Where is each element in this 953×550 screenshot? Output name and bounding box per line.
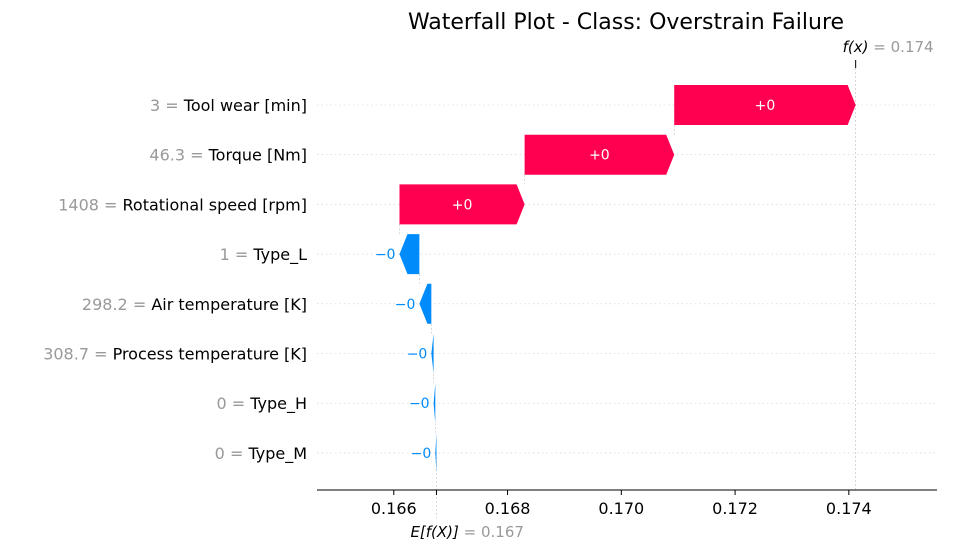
feature-name: Rotational speed [rpm] [123,195,307,214]
equals-sign: = [230,245,254,264]
x-tick-label: 0.174 [826,499,872,518]
feature-name: Type_M [247,444,307,464]
waterfall-bar [431,333,434,374]
feature-label: 0 = Type_H [216,394,307,414]
waterfall-bar [419,283,432,324]
feature-name: Type_H [249,394,307,414]
fx-label: f(x) [843,38,869,56]
feature-name: Type_L [252,245,307,265]
waterfall-bar [399,234,420,275]
feature-labels: +0 3 = Tool wear [min] +0 46.3 = Torque [Nm… [43,96,775,464]
x-tick-label: 0.168 [485,499,531,518]
feature-label: 308.7 = Process temperature [K] [43,345,307,364]
ex-annotation: E[f(X)] = 0.167 [410,523,524,541]
x-tick-label: 0.170 [598,499,644,518]
feature-value: 0 [215,444,225,463]
feature-name: Torque [Nm] [208,146,307,165]
bars-layer [399,85,856,473]
x-tick-label: 0.172 [712,499,758,518]
fx-annotation: f(x) = 0.174 [843,38,934,56]
x-axis: 0.166 0.168 0.170 0.172 0.174 [317,489,937,518]
feature-label: 1 = Type_L [220,245,308,265]
feature-label: 0 = Type_M [215,444,307,464]
bar-value-label: +0 [755,98,776,114]
bar-value-label: −0 [395,297,416,313]
equals-sign: = [185,146,209,165]
bar-value-label: +0 [452,197,473,213]
equals-sign: = [225,444,249,463]
waterfall-bar [674,85,856,125]
bar-value-label: −0 [409,396,430,412]
waterfall-bar [524,134,675,175]
feature-value: 0 [216,394,226,413]
feature-name: Air temperature [K] [151,295,307,314]
feature-name: Process temperature [K] [113,345,307,364]
bar-value-label: −0 [411,446,432,462]
feature-value: 3 [150,96,160,115]
annotations: f(x) = 0.174 E[f(X)] = 0.167 [410,38,933,541]
value-guides [399,60,857,518]
feature-value: 298.2 [82,295,128,314]
equals-sign: = [128,295,152,314]
ex-label: E[f(X)] [410,523,459,541]
feature-label: 1408 = Rotational speed [rpm] [58,195,307,214]
bar-value-label: −0 [375,247,396,263]
feature-label: 298.2 = Air temperature [K] [82,295,307,314]
waterfall-bar [435,432,437,473]
equals-sign: = [89,345,113,364]
bar-value-label: −0 [407,347,428,363]
equals-sign: = [227,394,251,413]
feature-name: Tool wear [min] [183,96,307,115]
bar-value-label: +0 [589,148,610,164]
feature-label: 46.3 = Torque [Nm] [149,146,307,165]
waterfall-bar [433,383,436,424]
ex-value: 0.167 [481,523,524,541]
feature-label: 3 = Tool wear [min] [150,96,307,115]
feature-value: 1408 [58,195,99,214]
x-tick-label: 0.166 [371,499,417,518]
fx-value: 0.174 [891,38,934,56]
feature-value: 1 [220,245,230,264]
feature-value: 308.7 [43,345,89,364]
chart-title: Waterfall Plot - Class: Overstrain Failu… [408,10,844,35]
equals-sign: = [99,195,123,214]
waterfall-bar [399,184,525,225]
equals-sign: = [160,96,184,115]
feature-value: 46.3 [149,146,185,165]
fx-equals: = [869,38,891,56]
ex-equals: = [459,523,481,541]
